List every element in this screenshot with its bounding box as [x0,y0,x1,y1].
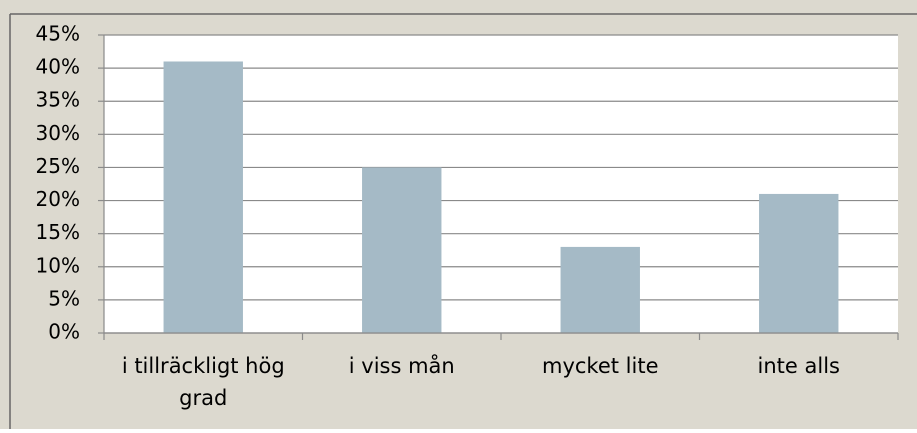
y-tick-label: 25% [36,154,80,178]
y-tick-label: 20% [36,187,80,211]
y-tick-label: 10% [36,253,80,277]
y-tick-label: 45% [36,22,80,46]
y-tick-label: 30% [36,121,80,145]
x-tick-label: i tillräckligt hög grad [122,354,285,410]
x-tick-label: inte alls [758,354,840,378]
y-tick-label: 5% [48,286,80,310]
bar [362,167,442,333]
y-tick-label: 40% [36,55,80,79]
bar [163,61,243,333]
x-tick-label: i viss mån [349,353,455,378]
x-tick-label: mycket lite [542,354,659,378]
bar [560,246,640,333]
bar [759,193,839,333]
y-tick-label: 35% [36,88,80,112]
y-tick-label: 0% [48,320,80,344]
y-tick-label: 15% [36,220,80,244]
